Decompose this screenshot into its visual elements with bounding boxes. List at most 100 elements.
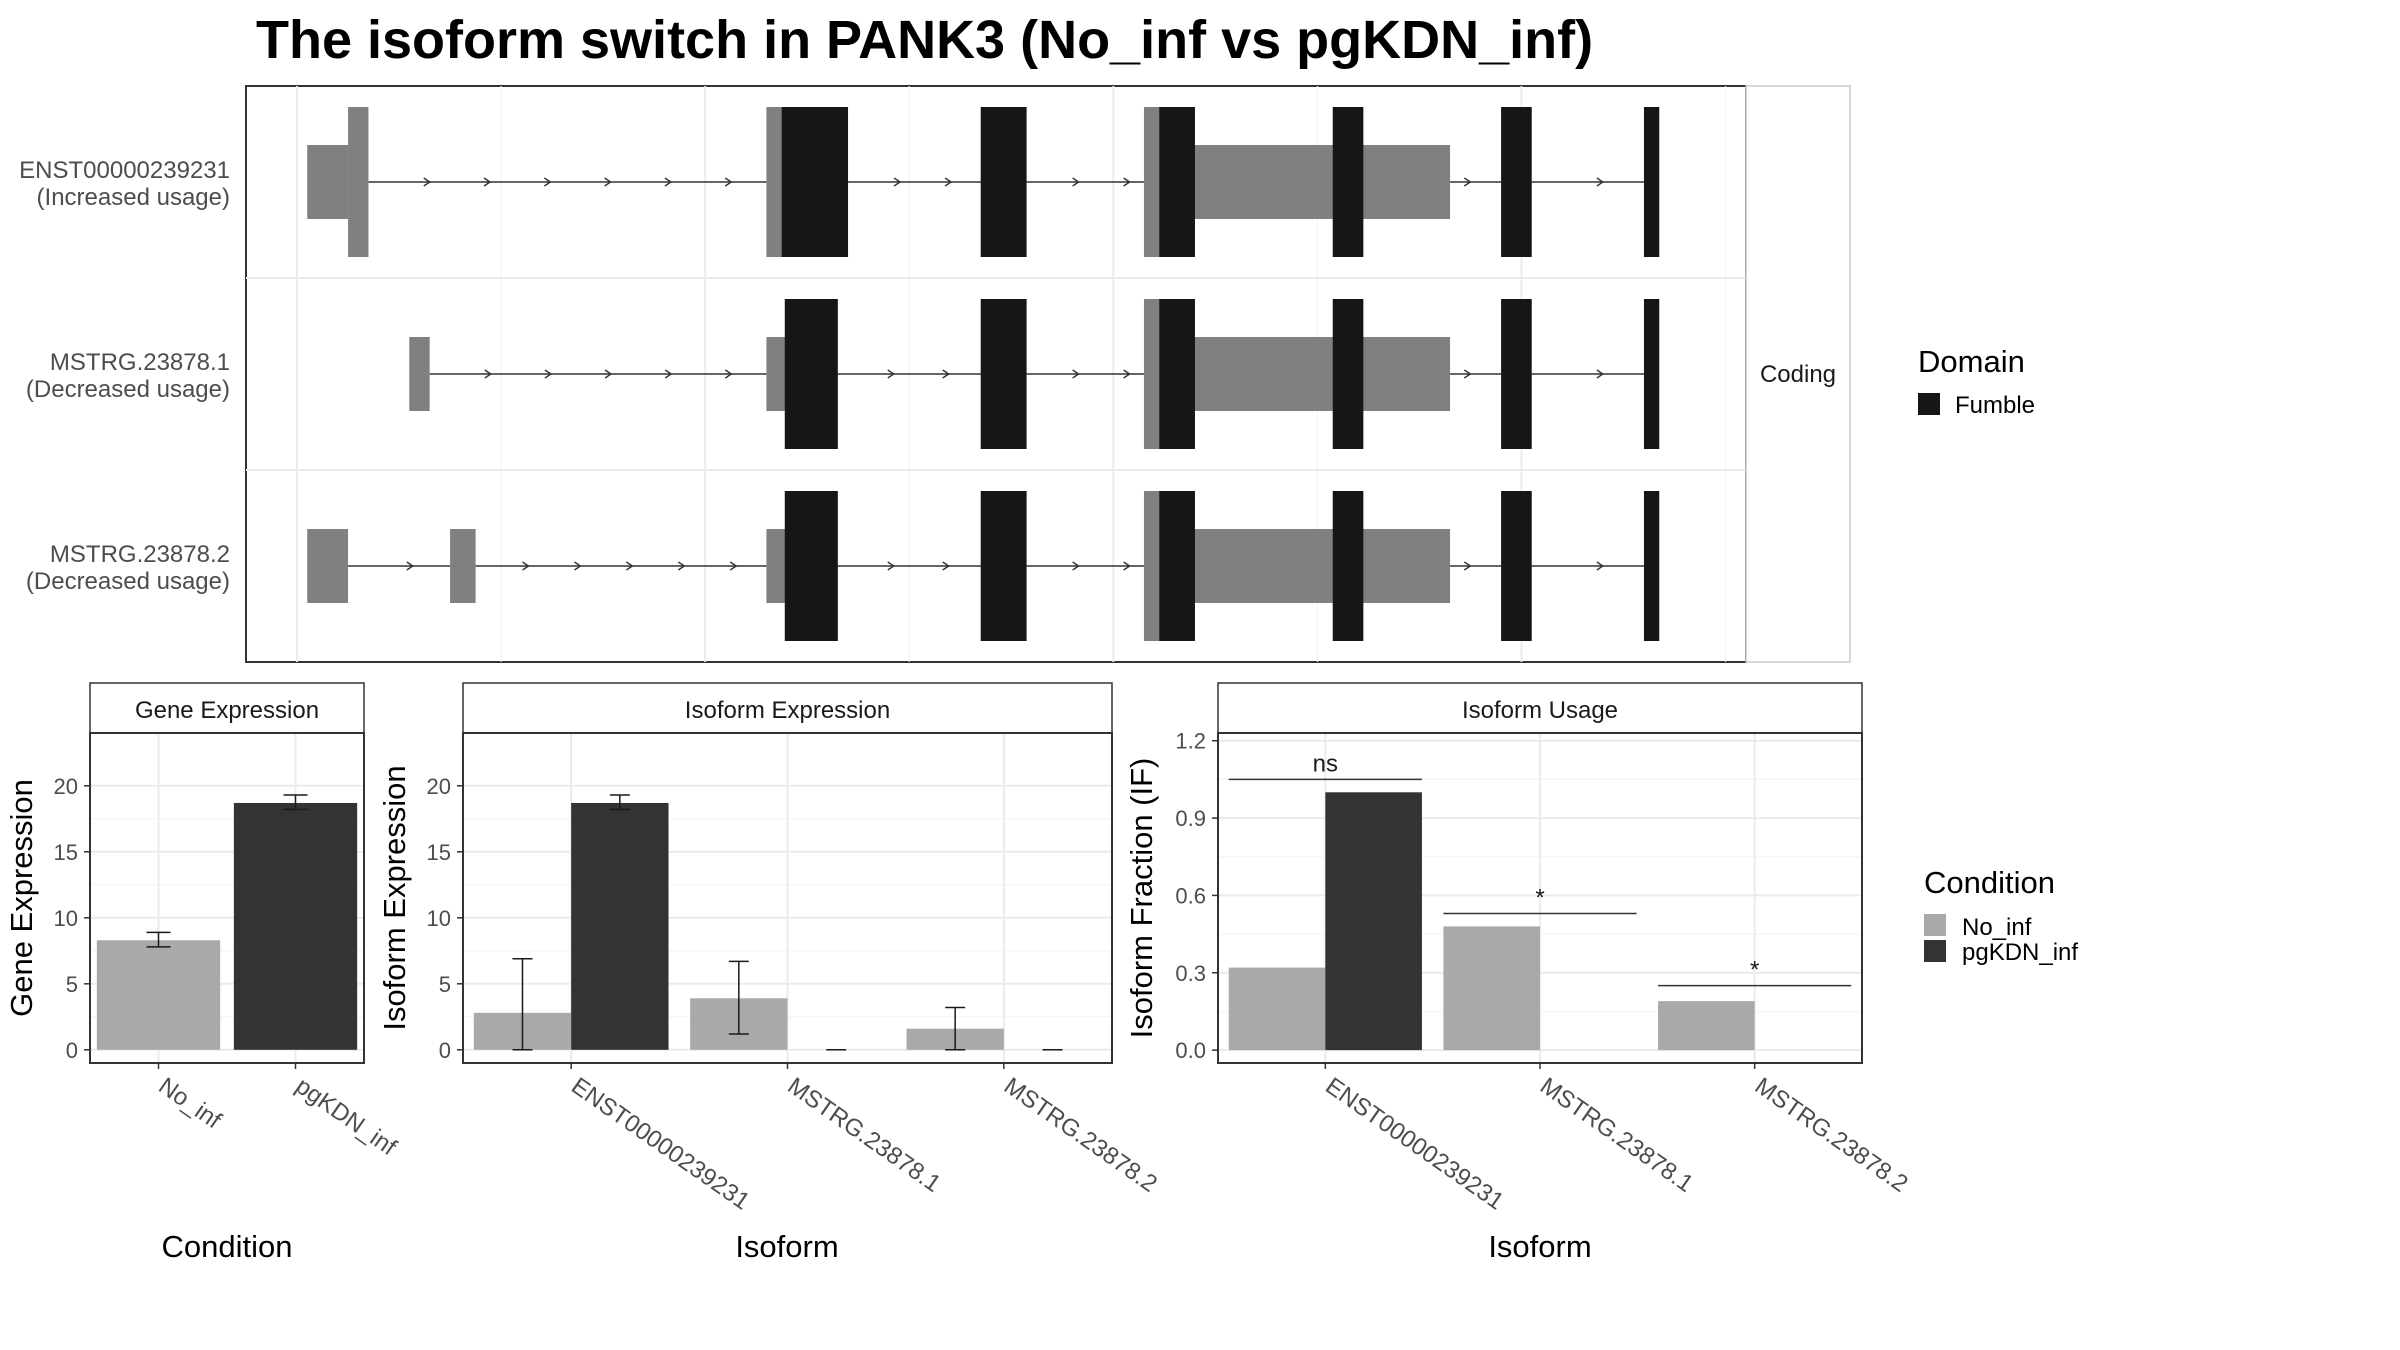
y-tick-label: 0 [66, 1038, 78, 1063]
utr-exon-block [1164, 337, 1451, 411]
fumble-domain-exon [980, 299, 1027, 449]
y-tick-label: 0.9 [1175, 806, 1206, 831]
fumble-domain-exon [1643, 107, 1660, 257]
intron-direction-arrow [1072, 369, 1080, 379]
utr-exon-block [766, 107, 787, 257]
x-tick-label: ENST00000239231 [566, 1072, 754, 1215]
intron-direction-arrow [1072, 177, 1080, 187]
intron-direction-arrow [574, 561, 582, 571]
bar-no-inf [1228, 967, 1326, 1051]
y-axis-title: Isoform Fraction (IF) [1124, 758, 1159, 1039]
condition-legend-title: Condition [1924, 865, 2055, 900]
intron-direction-arrow [604, 369, 613, 379]
intron-direction-arrow [625, 561, 634, 571]
utr-exon-block [1164, 529, 1451, 603]
x-tick-label: MSTRG.23878.2 [999, 1072, 1162, 1197]
domain-legend: Domain Fumble [1918, 344, 2035, 419]
intron-direction-arrow [1463, 177, 1472, 187]
fumble-domain-exon [784, 299, 838, 449]
panel-strip-title: Isoform Expression [685, 697, 890, 724]
intron-direction-arrow [729, 561, 738, 571]
x-axis-title: Isoform [1488, 1229, 1591, 1264]
intron-direction-arrow [664, 369, 673, 379]
fumble-domain-exon [1643, 491, 1660, 641]
utr-exon-block [307, 529, 349, 603]
y-tick-label: 10 [54, 906, 78, 931]
domain-legend-label-fumble: Fumble [1955, 392, 2035, 419]
x-tick-label: pgKDN_inf [291, 1072, 402, 1161]
y-axis-title: Isoform Expression [377, 765, 412, 1030]
intron-direction-arrow [406, 561, 415, 571]
x-axis-title: Isoform [735, 1229, 838, 1264]
domain-legend-swatch-fumble [1918, 393, 1940, 415]
y-tick-label: 10 [427, 906, 451, 931]
transcript-name-label: MSTRG.23878.1 [50, 349, 230, 376]
y-tick-label: 0 [439, 1038, 451, 1063]
utr-exon-block [1164, 145, 1451, 219]
fumble-domain-exon [1159, 299, 1195, 449]
transcript-rows [307, 107, 1660, 641]
intron-direction-arrow [604, 177, 612, 187]
significance-label: * [1750, 957, 1759, 984]
bar-panel-isoform-usage: Isoform Usage ns * * 0.0 0.3 0.6 0.9 1.2 ENST0000… [1124, 682, 1913, 1264]
intron-direction-arrow [1596, 177, 1605, 187]
significance-label: * [1535, 884, 1544, 911]
intron-direction-arrow [1596, 561, 1605, 571]
y-tick-label: 0.0 [1175, 1038, 1206, 1063]
figure-title: The isoform switch in PANK3 (No_inf vs p… [256, 10, 1593, 70]
x-tick-label: MSTRG.23878.2 [1750, 1072, 1913, 1197]
intron-direction-arrow [423, 177, 432, 187]
panel-border [89, 732, 365, 1064]
bar-no-inf [96, 940, 221, 1050]
intron-direction-arrow [942, 369, 950, 379]
panel-strip [89, 682, 365, 734]
transcript-usage-label: (Increased usage) [37, 184, 230, 211]
x-tick-label: MSTRG.23878.1 [783, 1072, 946, 1197]
intron-direction-arrow [484, 369, 493, 379]
transcript-labels: ENST00000239231(Increased usage) MSTRG.23… [19, 157, 230, 595]
utr-exon-block [766, 529, 787, 603]
utr-exon-block [450, 529, 476, 603]
fumble-domain-exon [980, 491, 1027, 641]
y-tick-label: 0.3 [1175, 961, 1206, 986]
y-tick-label: 20 [54, 774, 78, 799]
x-tick-label: MSTRG.23878.1 [1535, 1072, 1698, 1197]
utr-exon-block [348, 107, 369, 257]
condition-legend: Condition No_inf pgKDN_inf [1924, 865, 2078, 966]
panel-strip [1217, 682, 1863, 734]
intron-direction-arrow [887, 561, 896, 571]
fumble-domain-exon [1159, 491, 1195, 641]
x-tick-label: ENST00000239231 [1320, 1072, 1508, 1215]
bar-panel-isoform-expression: Isoform Expression 0 5 10 15 20 ENST0000023923… [377, 682, 1162, 1264]
utr-exon-block [409, 337, 430, 411]
transcript-structure-panel: Coding [245, 85, 1851, 663]
intron-direction-arrow [483, 177, 492, 187]
intron-direction-arrow [664, 177, 673, 187]
condition-legend-label-no-inf: No_inf [1962, 914, 2032, 941]
intron-direction-arrow [1123, 177, 1131, 187]
panel-strip-title: Gene Expression [135, 697, 319, 724]
x-tick-label: No_inf [154, 1072, 227, 1134]
fumble-domain-exon [1159, 107, 1195, 257]
fumble-domain-exon [784, 491, 838, 641]
y-tick-label: 15 [427, 840, 451, 865]
intron-direction-arrow [887, 369, 896, 379]
significance-label: ns [1313, 750, 1338, 777]
bar-panel-gene-expression: Gene Expression 0 5 10 15 20 No_inf pgKDN_inf Co… [4, 682, 402, 1264]
bar-pgkdn-inf [1325, 792, 1422, 1051]
transcript-name-label: MSTRG.23878.2 [50, 541, 230, 568]
intron-direction-arrow [724, 177, 733, 187]
intron-direction-arrow [1463, 369, 1472, 379]
intron-direction-arrow [677, 561, 686, 571]
fumble-domain-exon [1643, 299, 1660, 449]
transcript-name-label: ENST00000239231 [19, 157, 230, 184]
intron-direction-arrow [1123, 369, 1131, 379]
fumble-domain-exon [1332, 299, 1364, 449]
utr-exon-block [766, 337, 787, 411]
fumble-domain-exon [1332, 491, 1364, 641]
bar-no-inf [1443, 926, 1540, 1051]
intron-direction-arrow [944, 177, 953, 187]
transcript-row-enst00000239231 [307, 107, 1660, 257]
fumble-domain-exon [781, 107, 849, 257]
